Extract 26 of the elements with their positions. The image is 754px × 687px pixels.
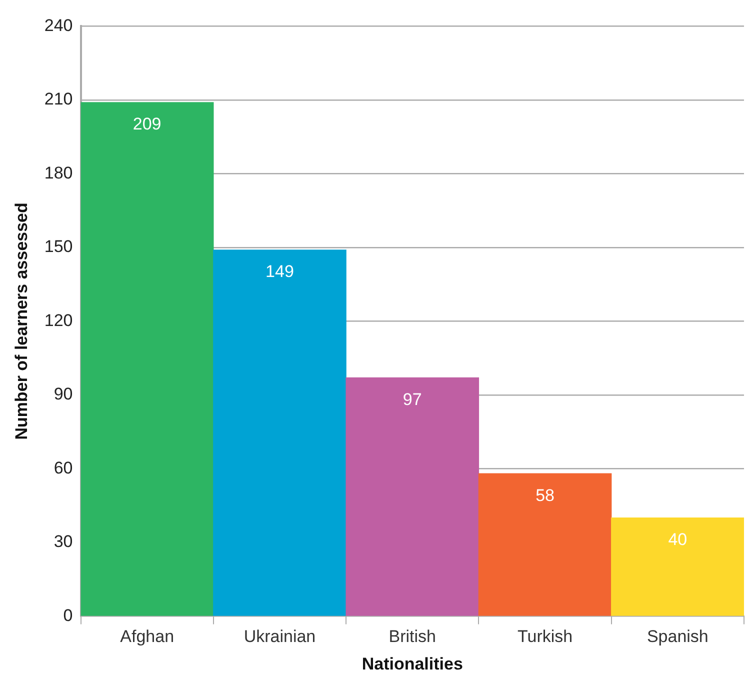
y-tick-label: 30: [54, 532, 73, 552]
data-label: 58: [536, 486, 554, 505]
y-tick-label: 210: [44, 90, 73, 109]
y-tick-label: 150: [44, 237, 73, 256]
x-tick-label: British: [388, 627, 436, 646]
x-axis-title: Nationalities: [362, 654, 463, 674]
y-tick-label: 120: [44, 310, 73, 330]
x-tick-label: Afghan: [120, 627, 174, 646]
bar: [80, 102, 214, 616]
data-label: 97: [402, 390, 422, 409]
y-tick-label: 60: [54, 458, 73, 478]
bar: [478, 473, 612, 616]
data-label: 209: [132, 114, 162, 134]
data-label: 149: [266, 262, 294, 282]
data-label: 40: [668, 530, 688, 550]
y-axis-title: Number of learners assessed: [12, 202, 31, 440]
x-tick-label: Ukrainian: [244, 627, 316, 646]
y-tick-label: 240: [44, 16, 73, 35]
y-tick-label: 180: [44, 163, 73, 182]
bar: [611, 518, 744, 616]
x-tick-label: Spanish: [646, 627, 708, 646]
x-tick-label: Turkish: [517, 627, 573, 646]
bar: [213, 250, 346, 616]
y-tick-label: 90: [54, 384, 73, 404]
y-tick-label: 0: [63, 606, 73, 625]
bar: [346, 377, 480, 616]
